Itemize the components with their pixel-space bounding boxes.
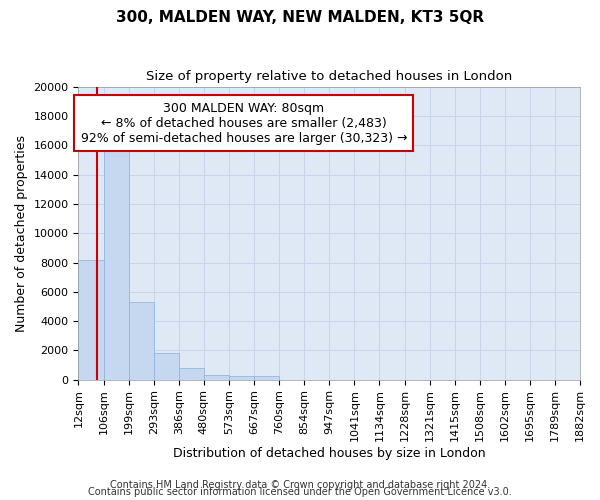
Bar xyxy=(104,135,128,380)
Text: 300 MALDEN WAY: 80sqm
← 8% of detached houses are smaller (2,483)
92% of semi-de: 300 MALDEN WAY: 80sqm ← 8% of detached h… xyxy=(80,102,407,144)
Bar xyxy=(79,260,104,380)
Text: Contains HM Land Registry data © Crown copyright and database right 2024.: Contains HM Land Registry data © Crown c… xyxy=(110,480,490,490)
Y-axis label: Number of detached properties: Number of detached properties xyxy=(15,135,28,332)
Bar xyxy=(128,302,154,380)
X-axis label: Distribution of detached houses by size in London: Distribution of detached houses by size … xyxy=(173,447,485,460)
Text: 300, MALDEN WAY, NEW MALDEN, KT3 5QR: 300, MALDEN WAY, NEW MALDEN, KT3 5QR xyxy=(116,10,484,25)
Bar xyxy=(154,354,179,380)
Bar xyxy=(204,375,229,380)
Bar xyxy=(229,376,254,380)
Title: Size of property relative to detached houses in London: Size of property relative to detached ho… xyxy=(146,70,512,83)
Bar xyxy=(179,368,204,380)
Bar xyxy=(254,376,279,380)
Text: Contains public sector information licensed under the Open Government Licence v3: Contains public sector information licen… xyxy=(88,487,512,497)
